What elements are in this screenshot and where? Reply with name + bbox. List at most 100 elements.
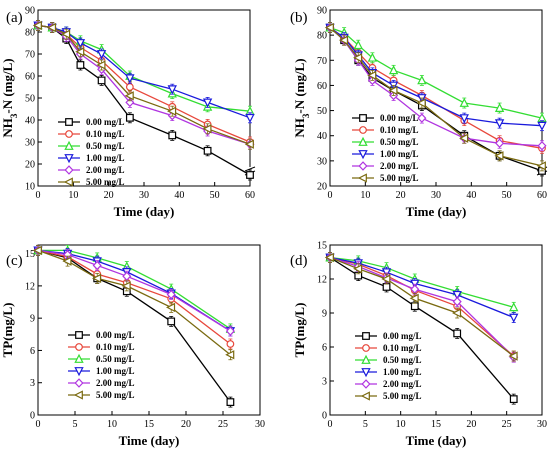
series-1 <box>326 252 518 405</box>
data-point <box>167 317 176 326</box>
y-axis-label: TP(mg/L) <box>0 303 15 358</box>
data-point <box>122 271 132 281</box>
data-point <box>324 22 334 33</box>
series-line <box>329 256 515 400</box>
legend-marker <box>358 136 368 146</box>
legend-marker <box>64 140 74 150</box>
x-tick-label: 5 <box>73 419 78 430</box>
data-point <box>202 124 212 134</box>
axis-break-mark <box>244 166 256 172</box>
x-tick-label: 50 <box>210 190 220 201</box>
data-point <box>61 29 71 39</box>
data-point <box>452 296 462 307</box>
y-tick-label: 30 <box>317 156 327 167</box>
data-point <box>225 326 235 336</box>
data-point <box>203 146 212 155</box>
series-6 <box>32 244 235 361</box>
x-tick-label: 0 <box>328 419 333 430</box>
data-point <box>75 39 86 49</box>
chart-panel-4: 0 5 10 15 20 25 30 0 3 6 9 12 15 (d) Time (day) TP(mg/L… <box>290 241 547 449</box>
x-axis-label: Time (day) <box>119 433 180 448</box>
y-tick-label: 10 <box>25 182 35 193</box>
data-point <box>165 302 176 313</box>
legend-marker <box>73 390 83 400</box>
x-tick-label: 40 <box>174 190 184 201</box>
data-point <box>125 113 134 122</box>
legend-marker <box>361 379 371 389</box>
data-point <box>32 245 42 256</box>
y-tick-label: 9 <box>322 309 327 320</box>
series-6 <box>324 22 546 172</box>
data-point <box>410 302 419 311</box>
data-point <box>62 256 72 266</box>
data-point <box>388 65 399 75</box>
legend-marker <box>359 126 367 134</box>
legend-label: 0.50 mg/L <box>96 354 135 364</box>
data-point <box>245 113 255 124</box>
legend-marker <box>357 173 367 183</box>
legend-label: 0.00 mg/L <box>86 117 125 127</box>
y-tick-label: 20 <box>25 160 35 171</box>
x-tick-label: 25 <box>218 419 228 430</box>
legend-label: 2.00 mg/L <box>96 378 135 388</box>
series-line <box>329 256 515 358</box>
y-tick-label: 70 <box>317 56 327 67</box>
data-point <box>92 260 102 271</box>
legend-label: 2.00 mg/L <box>383 379 422 389</box>
series-6 <box>324 252 518 362</box>
x-tick-label: 30 <box>255 419 265 430</box>
y-axis-label: NH3-N (mg/L) <box>292 58 311 137</box>
data-point <box>121 281 131 291</box>
y-tick-label: 60 <box>317 81 327 92</box>
data-point <box>97 76 106 85</box>
x-tick-label: 30 <box>537 419 547 430</box>
data-point <box>388 85 398 96</box>
y-tick-label: 3 <box>30 378 35 389</box>
series-line <box>38 249 231 330</box>
legend-label: 5.00 mg/L <box>383 391 422 401</box>
data-point <box>124 91 134 101</box>
legend-marker <box>65 118 73 126</box>
data-point <box>537 121 547 131</box>
data-point <box>226 340 235 348</box>
data-point <box>367 52 378 62</box>
data-point <box>167 106 177 116</box>
data-point <box>509 395 518 404</box>
legend-label: 1.00 mg/L <box>383 367 422 377</box>
data-point <box>459 133 469 143</box>
data-point <box>452 290 462 301</box>
legend-marker <box>64 165 74 175</box>
legend-label: 2.00 mg/L <box>86 165 125 175</box>
legend-marker <box>358 161 368 171</box>
data-point <box>168 131 177 140</box>
legend-marker <box>63 177 73 187</box>
x-tick-label: 15 <box>431 419 441 430</box>
legend-label: 0.00 mg/L <box>383 331 422 341</box>
data-point <box>246 171 254 179</box>
x-tick-label: 10 <box>68 190 78 201</box>
data-point <box>226 398 235 406</box>
legend-marker <box>64 154 74 164</box>
y-tick-label: 60 <box>25 72 35 83</box>
panel-label: (a) <box>6 10 23 26</box>
y-tick-label: 90 <box>317 6 327 17</box>
legend-marker <box>74 378 84 388</box>
series-line <box>329 256 514 308</box>
data-point <box>75 47 85 57</box>
legend-label: 0.10 mg/L <box>383 343 422 353</box>
legend-marker <box>75 343 83 351</box>
x-tick-label: 5 <box>363 419 368 430</box>
legend-marker <box>74 353 84 363</box>
data-point <box>494 151 504 161</box>
legend-marker <box>361 354 371 364</box>
data-point <box>244 139 254 149</box>
series-line <box>37 24 251 145</box>
data-point <box>91 273 102 284</box>
x-tick-label: 30 <box>139 190 149 201</box>
series-line <box>37 24 251 176</box>
y-axis-label: TP(mg/L) <box>292 303 307 358</box>
data-point <box>125 74 135 84</box>
legend-label: 1.00 mg/L <box>380 149 419 159</box>
